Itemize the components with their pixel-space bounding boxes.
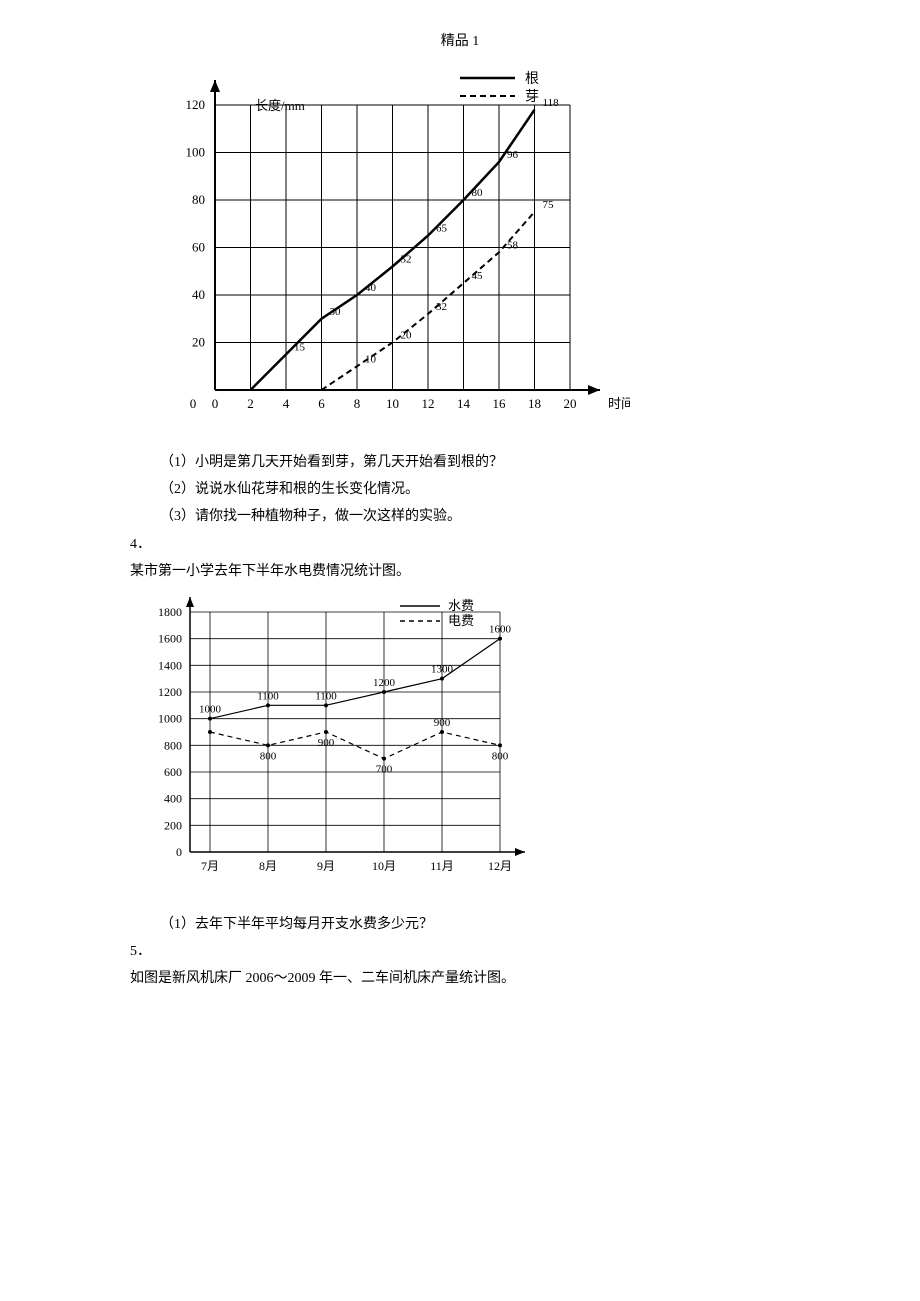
svg-text:20: 20 bbox=[564, 396, 577, 411]
svg-text:10: 10 bbox=[365, 353, 377, 365]
section-5-title: 如图是新风机床厂 2006～2009 年一、二车间机床产量统计图。 bbox=[130, 966, 790, 991]
question-3: （3）请你找一种植物种子，做一次这样的实验。 bbox=[160, 504, 790, 529]
svg-text:时间/天: 时间/天 bbox=[608, 396, 630, 411]
question-2: （2）说说水仙花芽和根的生长变化情况。 bbox=[160, 477, 790, 502]
svg-text:1800: 1800 bbox=[158, 605, 182, 619]
svg-text:100: 100 bbox=[186, 145, 206, 160]
svg-text:1600: 1600 bbox=[158, 632, 182, 646]
svg-text:900: 900 bbox=[318, 737, 335, 749]
svg-text:10月: 10月 bbox=[372, 859, 396, 873]
svg-text:800: 800 bbox=[492, 750, 509, 762]
page-header: 精品 1 bbox=[130, 30, 790, 50]
svg-text:900: 900 bbox=[434, 717, 451, 729]
svg-text:12: 12 bbox=[422, 396, 435, 411]
svg-text:65: 65 bbox=[436, 223, 448, 235]
svg-text:40: 40 bbox=[365, 282, 377, 294]
svg-text:6: 6 bbox=[318, 396, 325, 411]
svg-text:0: 0 bbox=[176, 845, 182, 859]
chart-growth-svg: 0 2 4 6 8 10 12 14 16 18 20 20 40 60 80 100 120 0 长度/mm 时间… bbox=[160, 70, 630, 430]
svg-text:水费: 水费 bbox=[448, 598, 474, 613]
svg-text:80: 80 bbox=[472, 187, 484, 199]
svg-text:1100: 1100 bbox=[315, 690, 337, 702]
svg-text:800: 800 bbox=[164, 738, 182, 752]
svg-text:9月: 9月 bbox=[317, 859, 335, 873]
svg-text:15: 15 bbox=[294, 341, 306, 353]
svg-text:14: 14 bbox=[457, 396, 471, 411]
svg-text:32: 32 bbox=[436, 301, 447, 313]
svg-text:118: 118 bbox=[543, 97, 560, 109]
svg-text:60: 60 bbox=[192, 240, 205, 255]
svg-text:2: 2 bbox=[247, 396, 254, 411]
chart-fees-svg: 0 200 400 600 800 1000 1200 1400 1600 1800 7月 8月 9月 1… bbox=[120, 592, 550, 892]
svg-text:1200: 1200 bbox=[373, 677, 396, 689]
svg-text:12月: 12月 bbox=[488, 859, 512, 873]
svg-text:120: 120 bbox=[186, 97, 206, 112]
svg-text:10: 10 bbox=[386, 396, 399, 411]
svg-text:400: 400 bbox=[164, 792, 182, 806]
svg-text:200: 200 bbox=[164, 818, 182, 832]
svg-text:7月: 7月 bbox=[201, 859, 219, 873]
svg-text:根: 根 bbox=[525, 71, 539, 87]
svg-text:20: 20 bbox=[401, 330, 413, 342]
svg-text:1000: 1000 bbox=[199, 704, 222, 716]
svg-text:0: 0 bbox=[212, 396, 219, 411]
svg-text:80: 80 bbox=[192, 192, 205, 207]
svg-text:800: 800 bbox=[260, 750, 277, 762]
svg-text:600: 600 bbox=[164, 765, 182, 779]
svg-text:40: 40 bbox=[192, 287, 205, 302]
chart-fees: 0 200 400 600 800 1000 1200 1400 1600 1800 7月 8月 9月 1… bbox=[120, 592, 790, 892]
svg-text:75: 75 bbox=[543, 199, 555, 211]
svg-text:16: 16 bbox=[493, 396, 507, 411]
section-4-title: 某市第一小学去年下半年水电费情况统计图。 bbox=[130, 559, 790, 584]
svg-text:芽: 芽 bbox=[525, 89, 539, 105]
section-4-number: 4． bbox=[130, 532, 790, 557]
chart-growth: 0 2 4 6 8 10 12 14 16 18 20 20 40 60 80 100 120 0 长度/mm 时间… bbox=[160, 70, 790, 430]
svg-text:电费: 电费 bbox=[448, 613, 474, 628]
svg-text:45: 45 bbox=[472, 270, 484, 282]
svg-text:1200: 1200 bbox=[158, 685, 182, 699]
svg-text:700: 700 bbox=[376, 764, 393, 776]
svg-text:96: 96 bbox=[507, 149, 519, 161]
svg-text:1400: 1400 bbox=[158, 658, 182, 672]
svg-text:1000: 1000 bbox=[158, 712, 182, 726]
svg-text:1300: 1300 bbox=[431, 664, 454, 676]
svg-text:0: 0 bbox=[190, 396, 197, 411]
svg-text:18: 18 bbox=[528, 396, 541, 411]
svg-text:1600: 1600 bbox=[489, 624, 512, 636]
svg-text:长度/mm: 长度/mm bbox=[255, 98, 305, 113]
section-5-number: 5． bbox=[130, 939, 790, 964]
section-4-q1: （1）去年下半年平均每月开支水费多少元？ bbox=[160, 912, 790, 937]
svg-text:1100: 1100 bbox=[257, 690, 279, 702]
svg-text:52: 52 bbox=[401, 254, 412, 266]
svg-text:11月: 11月 bbox=[430, 859, 454, 873]
svg-text:8: 8 bbox=[354, 396, 361, 411]
svg-text:8月: 8月 bbox=[259, 859, 277, 873]
question-1: （1）小明是第几天开始看到芽，第几天开始看到根的？ bbox=[160, 450, 790, 475]
svg-text:58: 58 bbox=[507, 239, 519, 251]
svg-text:4: 4 bbox=[283, 396, 290, 411]
svg-text:30: 30 bbox=[330, 306, 342, 318]
svg-text:20: 20 bbox=[192, 335, 205, 350]
